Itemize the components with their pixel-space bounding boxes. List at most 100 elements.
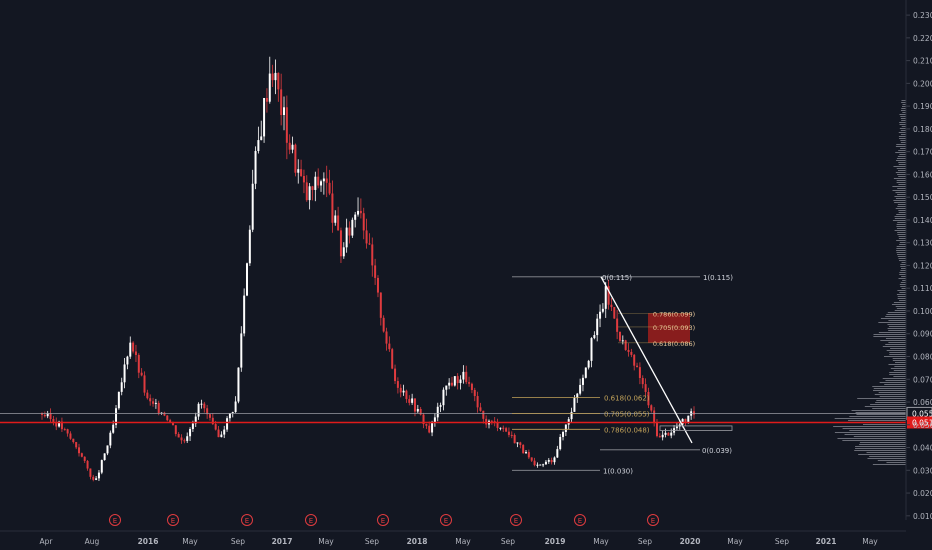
candle-body	[72, 438, 75, 443]
time-axis[interactable]: Apr Aug 2016 May Sep 2017 May Sep 2018 May Sep 2019…	[0, 530, 906, 546]
candle-body	[191, 423, 194, 430]
earnings-marker-icon	[167, 514, 179, 526]
earnings-marker-label: E	[113, 517, 117, 525]
volume-profile-bar	[899, 138, 906, 139]
y-tick-label: 0.100	[913, 307, 932, 316]
y-tick-label: 0.200	[913, 79, 932, 88]
candle-body	[405, 390, 408, 400]
candle-body	[459, 379, 462, 384]
volume-profile-bar	[902, 112, 906, 113]
volume-profile-bar	[849, 416, 906, 417]
price-axis[interactable]: 0.230 0.220 0.210 0.200 0.190 0.180 0.170 0.160…	[905, 0, 932, 521]
y-tick-label: 0.040	[913, 444, 932, 453]
candle-body	[194, 416, 197, 424]
volume-profile-bar	[894, 202, 906, 203]
candle-body	[97, 472, 100, 479]
marker-price-label: 0.055	[912, 409, 932, 418]
volume-profile-bar	[897, 298, 906, 299]
x-tick-label: 2020	[680, 537, 701, 546]
candle-body	[268, 73, 271, 102]
volume-profile-bar	[900, 148, 906, 149]
volume-profile-bar	[902, 104, 906, 105]
volume-profile-bar	[834, 418, 906, 419]
candle-body	[450, 382, 453, 386]
earnings-marker-icon	[510, 514, 522, 526]
volume-profile-bar	[872, 408, 906, 409]
volume-profile-bar	[842, 440, 906, 441]
current-price-badge	[907, 416, 932, 429]
volume-profile-bar	[896, 250, 906, 251]
candle-body	[55, 421, 58, 427]
x-tick-label: 2018	[407, 537, 428, 546]
y-tick-label: 0.070	[913, 375, 932, 384]
volume-profile-bar	[900, 134, 906, 135]
candle-body	[402, 390, 405, 393]
volume-profile-bar	[882, 346, 906, 347]
volume-profile-bar	[900, 130, 906, 131]
x-tick-label: Sep	[231, 537, 245, 546]
candle-body	[152, 401, 155, 404]
volume-profile-bar	[888, 364, 906, 365]
volume-profile-bar	[901, 126, 906, 127]
candle-body	[288, 142, 291, 150]
x-tick-label: Sep	[775, 537, 789, 546]
volume-profile-bar	[898, 212, 906, 213]
candle-body	[58, 421, 61, 427]
candle-body	[52, 419, 55, 422]
volume-profile-bar	[900, 266, 906, 267]
candle-body	[322, 178, 325, 182]
candle-body	[197, 403, 200, 417]
volume-profile-bar	[878, 322, 906, 323]
candle-body	[522, 444, 525, 454]
y-tick-label: 0.210	[913, 57, 932, 66]
volume-profile-bar	[900, 142, 906, 143]
candle-body	[348, 227, 351, 236]
candle-body	[490, 420, 493, 422]
x-tick-label: Sep	[501, 537, 515, 546]
candle-body	[271, 73, 274, 81]
candle-body	[570, 411, 573, 420]
candle-body	[75, 442, 78, 448]
candle-body	[416, 408, 419, 412]
candle-body	[129, 342, 132, 357]
y-tick-label: 0.060	[913, 398, 932, 407]
volume-profile-bar	[897, 232, 906, 233]
y-tick-label: 0.160	[913, 170, 932, 179]
volume-profile-bar	[887, 324, 906, 325]
candle-body	[283, 107, 286, 115]
candle-body	[180, 437, 183, 441]
candle-body	[243, 295, 246, 334]
candle-body	[496, 421, 499, 428]
volume-profile-bar	[897, 204, 906, 205]
candle-body	[667, 432, 670, 436]
candle-body	[590, 338, 593, 361]
earnings-marker-icon	[574, 514, 586, 526]
volume-profile-bar	[896, 180, 906, 181]
candle-body	[470, 383, 473, 390]
y-tick-label: 0.020	[913, 489, 932, 498]
candle-body	[547, 459, 550, 462]
candle-body	[320, 181, 323, 186]
volume-profile-bar	[897, 188, 906, 189]
candle-body	[391, 349, 394, 369]
candle-body	[559, 436, 562, 450]
volume-profile-bar	[899, 154, 906, 155]
candle-body	[593, 335, 596, 339]
volume-profile-bar	[901, 108, 906, 109]
candle-body	[260, 136, 263, 141]
candle-body	[206, 408, 209, 415]
volume-profile-bar	[895, 146, 906, 147]
candle-body	[317, 176, 320, 186]
candle-body	[658, 436, 661, 438]
candle-body	[200, 403, 203, 405]
volume-profile-bar	[896, 248, 906, 249]
fib-level-label: 0.786(0.048)	[604, 426, 650, 434]
x-tick-label: May	[318, 537, 334, 546]
volume-profile-bar	[855, 446, 906, 447]
volume-profile-bar	[896, 168, 906, 169]
earnings-marker-icon	[305, 514, 317, 526]
candle-body	[499, 427, 502, 429]
volume-profile-bar	[900, 282, 906, 283]
volume-profile-bar	[877, 460, 906, 461]
